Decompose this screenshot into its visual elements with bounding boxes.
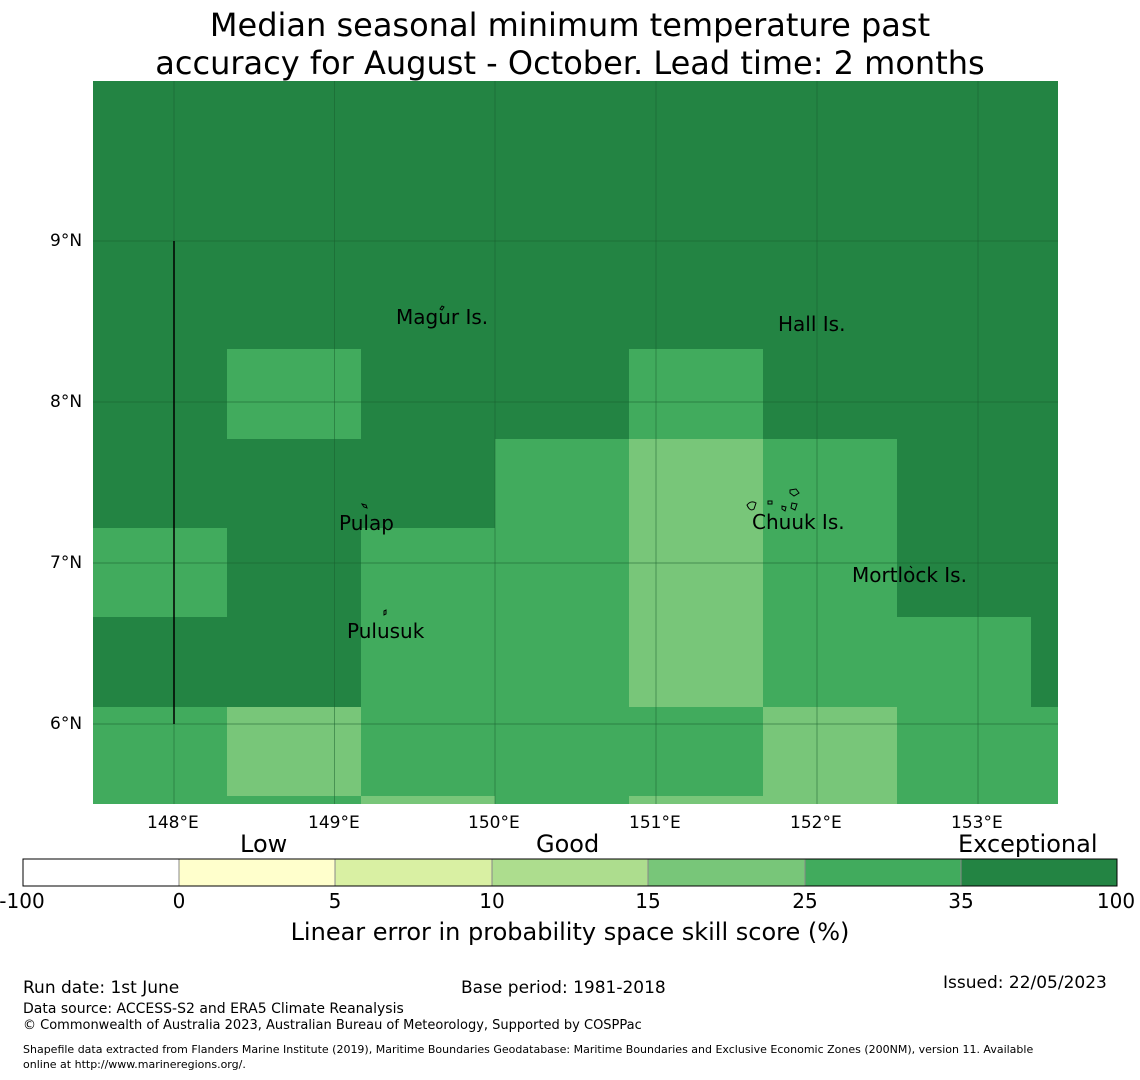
skill-cell	[361, 707, 495, 796]
lat-label-7n: 7°N	[50, 553, 83, 573]
colorbar-segment	[805, 859, 961, 886]
map-title-line-2: accuracy for August - October. Lead time…	[155, 44, 985, 82]
lon-label-148e: 148°E	[147, 813, 199, 833]
place-label-hall: Hall Is.	[778, 312, 846, 336]
skill-cell	[897, 617, 1031, 707]
colorbar-segment	[961, 859, 1117, 886]
colorbar-segment	[23, 859, 179, 886]
island-pulap	[360, 503, 368, 509]
skill-cell	[361, 796, 495, 804]
place-label-magur: Magur Is.	[396, 305, 489, 329]
island-chuuk-5	[790, 502, 798, 511]
run-date: Run date: 1st June	[23, 978, 180, 998]
colorbar	[22, 858, 1118, 887]
lat-label-9n: 9°N	[50, 231, 83, 251]
lat-label-8n: 8°N	[50, 392, 83, 412]
skill-cell	[361, 528, 495, 617]
island-magur	[439, 305, 445, 311]
category-exceptional: Exceptional	[958, 830, 1098, 858]
skill-cell	[227, 707, 361, 796]
skill-cell	[93, 528, 227, 617]
lon-label-153e: 153°E	[951, 813, 1003, 833]
copyright: © Commonwealth of Australia 2023, Austra…	[23, 1018, 642, 1033]
colorbar-tick: 5	[328, 889, 342, 913]
skill-cell	[361, 617, 495, 707]
skill-cell	[629, 349, 763, 439]
skill-cell	[629, 617, 763, 707]
lon-label-151e: 151°E	[629, 813, 681, 833]
island-chuuk-2	[767, 500, 773, 505]
skill-cell	[495, 707, 629, 796]
island-chuuk-3	[789, 488, 800, 497]
lon-label-149e: 149°E	[308, 813, 360, 833]
skill-cell	[495, 528, 629, 617]
place-label-mortlock: Mortlock Is.	[852, 563, 967, 587]
skill-cell	[495, 796, 629, 804]
place-label-chuuk: Chuuk Is.	[752, 510, 845, 534]
skill-cell	[227, 349, 361, 439]
skill-cell	[763, 796, 897, 804]
skill-cell	[629, 796, 763, 804]
skill-cell	[495, 617, 629, 707]
skill-cell	[629, 528, 763, 617]
colorbar-segment	[179, 859, 335, 886]
colorbar-segment	[648, 859, 805, 886]
colorbar-tick: 35	[948, 889, 974, 913]
lon-label-150e: 150°E	[468, 813, 520, 833]
issued-date: Issued: 22/05/2023	[943, 973, 1107, 993]
colorbar-tick: 0	[172, 889, 186, 913]
map-title-line-1: Median seasonal minimum temperature past	[209, 6, 931, 44]
data-source: Data source: ACCESS-S2 and ERA5 Climate …	[23, 1001, 404, 1017]
place-label-pulap: Pulap	[339, 511, 394, 535]
map-title: Median seasonal minimum temperature past…	[0, 6, 1140, 82]
lon-label-152e: 152°E	[790, 813, 842, 833]
colorbar-tick: -100	[0, 889, 45, 913]
island-chuuk-4	[781, 505, 787, 512]
island-outlines	[360, 305, 913, 616]
skill-cell	[897, 707, 1058, 796]
island-mortlock	[909, 565, 913, 569]
colorbar-tick: 10	[479, 889, 505, 913]
skill-cell	[763, 617, 897, 707]
skill-cell	[763, 439, 897, 528]
skill-cell	[227, 796, 361, 804]
island-pulusuk	[383, 609, 387, 616]
shapefile-credit-line-2: online at http://www.marineregions.org/.	[23, 1058, 246, 1071]
category-good: Good	[536, 830, 600, 858]
skill-cells	[93, 349, 1058, 804]
lat-label-6n: 6°N	[50, 714, 83, 734]
shapefile-credit-line-1: Shapefile data extracted from Flanders M…	[23, 1043, 1034, 1056]
skill-cell	[763, 707, 897, 796]
island-chuuk-1	[746, 501, 757, 511]
skill-cell	[897, 796, 1058, 804]
skill-cell	[495, 439, 629, 528]
skill-cell	[629, 707, 763, 796]
colorbar-title: Linear error in probability space skill …	[290, 918, 850, 946]
colorbar-tick: 100	[1096, 889, 1136, 913]
skill-cell	[93, 707, 227, 796]
colorbar-tick: 15	[635, 889, 661, 913]
colorbar-segment	[335, 859, 492, 886]
base-period: Base period: 1981-2018	[461, 978, 666, 998]
colorbar-frame	[22, 858, 1118, 887]
colorbar-tick: 25	[792, 889, 818, 913]
place-label-pulusuk: Pulusuk	[347, 619, 425, 643]
colorbar-segment	[492, 859, 648, 886]
skill-cell	[629, 439, 763, 528]
skill-cell	[763, 528, 897, 617]
category-low: Low	[240, 830, 288, 858]
skill-cell	[93, 796, 227, 804]
